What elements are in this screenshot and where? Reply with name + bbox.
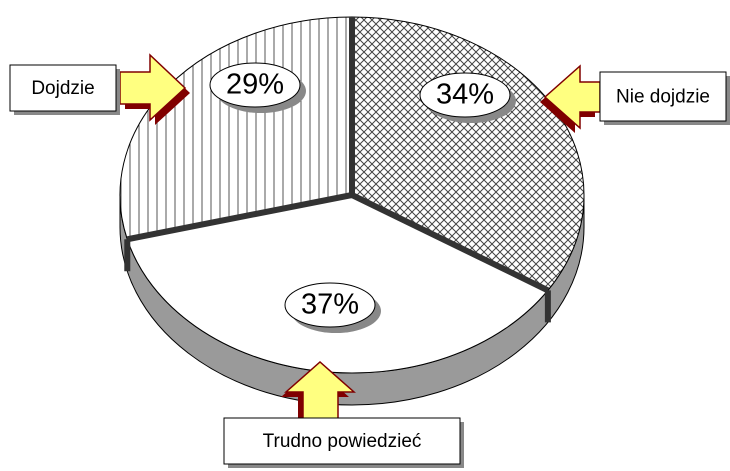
slice-separator (126, 192, 353, 243)
label-box (223, 417, 461, 465)
value-label-bg (419, 72, 511, 118)
label-box (9, 64, 117, 112)
value-label: 29% (226, 69, 284, 101)
category-label: Nie dojdzie (616, 87, 710, 108)
value-label-bg (209, 62, 301, 108)
arrow (284, 360, 356, 421)
arrow (543, 64, 601, 130)
label-box (599, 71, 727, 122)
category-label: Trudno powiedzieć (263, 431, 422, 452)
arrow (119, 53, 187, 122)
slice-separator (350, 192, 550, 294)
value-label: 37% (301, 289, 359, 321)
value-label: 34% (436, 79, 494, 111)
category-label: Dojdzie (31, 78, 94, 99)
value-label-bg (284, 282, 376, 328)
